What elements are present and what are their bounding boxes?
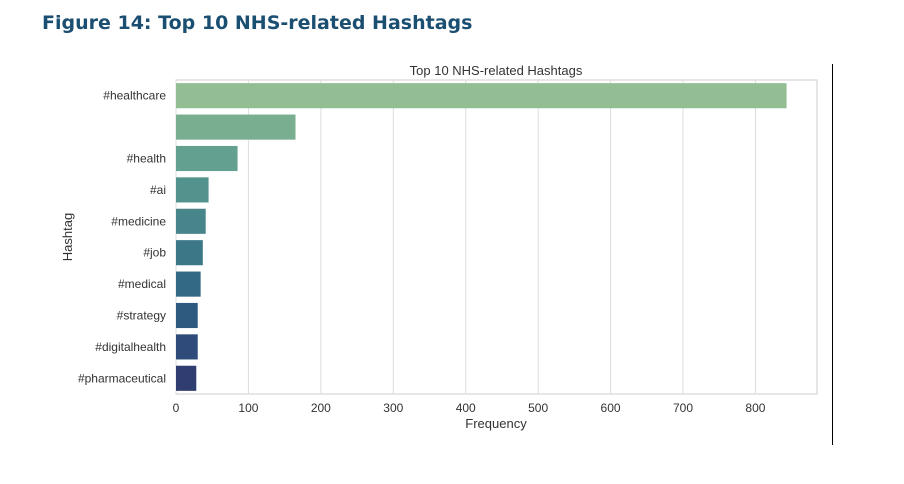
y-tick-label: #medical — [118, 277, 166, 291]
y-tick-label: #pharmaceutical — [78, 371, 166, 385]
bar — [176, 302, 198, 329]
x-tick-label: 300 — [383, 401, 403, 415]
x-tick-label: 600 — [601, 401, 621, 415]
x-tick-label: 200 — [311, 401, 331, 415]
chart-title: Top 10 NHS-related Hashtags — [410, 63, 583, 78]
bar — [176, 114, 296, 140]
bar — [176, 334, 198, 360]
gridlines — [175, 80, 756, 394]
y-tick-labels: #healthcare #health #ai #medicine #job #medic… — [78, 89, 166, 386]
x-tick-label: 700 — [673, 401, 693, 415]
x-tick-label: 500 — [528, 401, 548, 415]
bar — [176, 177, 209, 203]
y-tick-label: #digitalhealth — [95, 340, 166, 354]
x-tick-label: 100 — [238, 401, 258, 415]
bar — [176, 365, 197, 391]
x-tick-labels: 0 100 200 300 400 500 600 700 800 — [173, 401, 766, 415]
x-tick-label: 800 — [745, 401, 765, 415]
bar — [176, 208, 206, 234]
y-tick-label: #healthcare — [103, 89, 166, 103]
y-tick-label: #medicine — [111, 214, 166, 228]
y-axis-title: Hashtag — [60, 213, 75, 261]
bars — [176, 83, 787, 391]
y-tick-label: #job — [143, 246, 166, 260]
bar — [176, 145, 238, 172]
x-tick-label: 400 — [456, 401, 476, 415]
x-axis-title: Frequency — [465, 416, 527, 431]
x-tick-label: 0 — [173, 401, 180, 415]
figure-heading: Figure 14: Top 10 NHS-related Hashtags — [42, 12, 473, 34]
y-tick-label: #health — [127, 152, 166, 166]
bar — [176, 271, 201, 297]
bar — [176, 240, 203, 266]
y-tick-label: #strategy — [117, 309, 166, 323]
bar — [176, 83, 787, 109]
y-tick-label: #ai — [150, 183, 166, 197]
page-divider — [832, 64, 833, 445]
